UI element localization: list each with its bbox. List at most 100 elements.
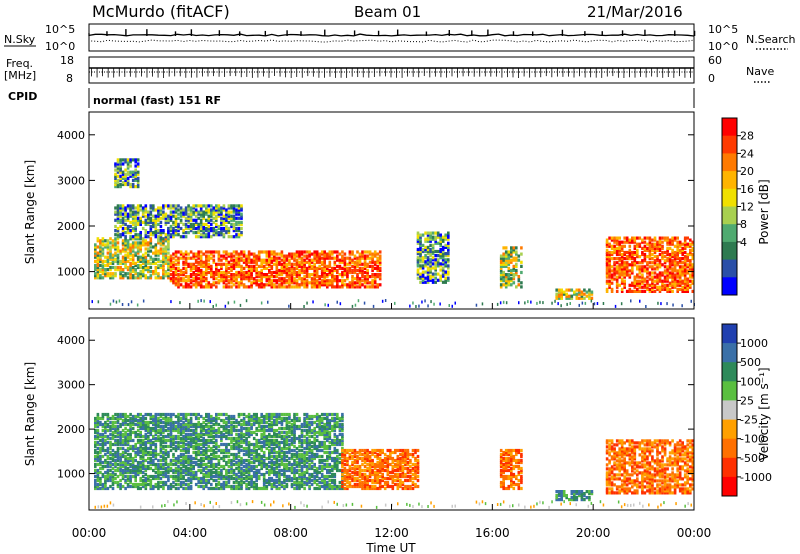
data-cell bbox=[615, 267, 619, 271]
data-cell bbox=[230, 436, 233, 441]
data-cell bbox=[210, 256, 213, 260]
data-cell bbox=[189, 210, 193, 214]
data-cell bbox=[149, 257, 153, 261]
data-cell bbox=[149, 432, 153, 437]
data-cell bbox=[101, 239, 105, 243]
data-cell bbox=[96, 446, 100, 451]
data-cell bbox=[99, 478, 102, 483]
data-cell bbox=[182, 434, 185, 439]
scatter-cell bbox=[590, 299, 593, 303]
data-cell bbox=[129, 170, 132, 174]
power-ylabel: Slant Range [km] bbox=[23, 160, 37, 264]
data-cell bbox=[116, 220, 120, 224]
data-cell bbox=[247, 270, 251, 275]
data-cell bbox=[220, 229, 223, 233]
data-cell bbox=[275, 268, 279, 273]
data-cell bbox=[240, 482, 243, 487]
data-cell bbox=[152, 440, 155, 445]
data-cell bbox=[212, 275, 216, 279]
data-cell bbox=[678, 277, 682, 281]
data-cell bbox=[152, 270, 155, 274]
data-cell bbox=[366, 277, 369, 281]
data-cell bbox=[227, 214, 231, 218]
data-cell bbox=[154, 430, 158, 435]
data-cell bbox=[361, 273, 364, 277]
data-cell bbox=[124, 466, 127, 471]
data-cell bbox=[121, 158, 125, 162]
data-cell bbox=[116, 412, 120, 417]
data-cell bbox=[232, 436, 236, 441]
data-cell bbox=[126, 231, 130, 235]
data-cell bbox=[172, 462, 175, 467]
scatter-cell bbox=[260, 301, 263, 305]
data-cell bbox=[265, 254, 269, 258]
data-cell bbox=[671, 252, 674, 257]
data-cell bbox=[225, 426, 228, 431]
data-cell bbox=[426, 233, 430, 237]
data-cell bbox=[116, 414, 120, 419]
data-cell bbox=[227, 220, 231, 224]
data-cell bbox=[283, 270, 286, 275]
data-cell bbox=[192, 444, 195, 449]
data-cell bbox=[184, 460, 188, 465]
data-cell bbox=[419, 266, 422, 270]
data-cell bbox=[189, 222, 193, 226]
data-cell bbox=[210, 424, 213, 429]
data-cell bbox=[641, 265, 644, 269]
data-cell bbox=[356, 273, 359, 277]
data-cell bbox=[192, 210, 195, 214]
scatter-cell bbox=[502, 300, 505, 304]
data-cell bbox=[643, 285, 647, 289]
data-cell bbox=[310, 260, 314, 264]
data-cell bbox=[184, 285, 188, 289]
data-cell bbox=[636, 283, 639, 287]
data-cell bbox=[207, 472, 211, 477]
data-cell bbox=[126, 462, 130, 467]
data-cell bbox=[578, 292, 581, 296]
data-cell bbox=[653, 255, 657, 259]
data-cell bbox=[416, 270, 420, 274]
data-cell bbox=[247, 260, 251, 264]
data-cell bbox=[588, 288, 591, 292]
data-cell bbox=[378, 283, 382, 287]
data-cell bbox=[210, 468, 213, 473]
data-cell bbox=[227, 279, 231, 283]
data-cell bbox=[162, 276, 165, 280]
data-cell bbox=[426, 268, 430, 272]
data-cell bbox=[646, 267, 649, 271]
data-cell bbox=[318, 275, 321, 279]
data-cell bbox=[648, 273, 652, 277]
data-cell bbox=[111, 452, 115, 457]
data-cell bbox=[167, 276, 170, 280]
data-cell bbox=[333, 275, 337, 279]
data-cell bbox=[220, 216, 223, 220]
data-cell bbox=[205, 212, 208, 216]
data-cell bbox=[499, 285, 503, 289]
data-cell bbox=[426, 260, 430, 264]
data-cell bbox=[499, 279, 503, 283]
data-cell bbox=[278, 268, 281, 273]
data-cell bbox=[121, 259, 125, 263]
data-cell bbox=[235, 460, 238, 465]
data-cell bbox=[96, 472, 100, 477]
data-cell bbox=[220, 438, 223, 443]
data-cell bbox=[172, 452, 175, 457]
data-cell bbox=[116, 233, 120, 237]
data-cell bbox=[666, 279, 669, 283]
data-cell bbox=[618, 263, 621, 267]
data-cell bbox=[242, 468, 246, 473]
data-cell bbox=[194, 426, 198, 431]
data-cell bbox=[114, 243, 117, 247]
data-cell bbox=[212, 206, 216, 210]
data-cell bbox=[646, 275, 649, 279]
data-cell bbox=[499, 254, 503, 258]
data-cell bbox=[240, 250, 243, 254]
data-cell bbox=[366, 256, 369, 260]
data-cell bbox=[668, 261, 672, 265]
data-cell bbox=[194, 279, 198, 283]
data-cell bbox=[162, 210, 165, 214]
data-cell bbox=[217, 270, 221, 275]
data-cell bbox=[124, 474, 127, 479]
data-cell bbox=[353, 256, 357, 260]
data-cell bbox=[646, 242, 649, 246]
